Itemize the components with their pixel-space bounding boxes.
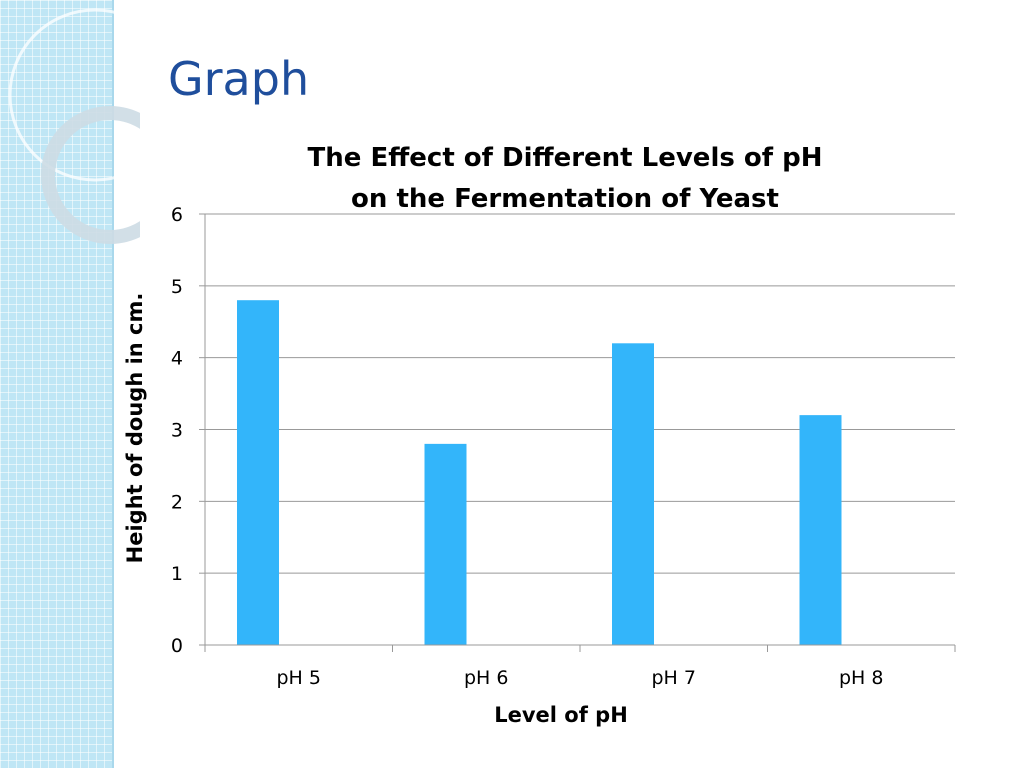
- x-tick-label: pH 5: [277, 667, 321, 689]
- y-tick-labels: 0 1 2 3 4 5 6: [171, 204, 183, 657]
- ring-large: [8, 8, 140, 182]
- y-tick-label: 4: [171, 348, 183, 370]
- bar-ph-8: [799, 415, 842, 645]
- chart-title-line-1: The Effect of Different Levels of pH: [307, 143, 823, 173]
- y-tick-label: 3: [171, 420, 183, 442]
- bar-ph-6: [424, 443, 467, 645]
- bar-ph-5: [237, 300, 279, 645]
- gridlines: [205, 213, 955, 574]
- y-tick-label: 2: [171, 491, 183, 513]
- bars: [237, 300, 842, 645]
- y-tick-label: 5: [171, 276, 183, 298]
- chart-title: The Effect of Different Levels of pH on …: [240, 138, 890, 220]
- y-axis-label: Height of dough in cm.: [123, 293, 147, 564]
- y-tick-label: 0: [171, 635, 183, 657]
- x-axis-label: Level of pH: [494, 703, 628, 727]
- axes: [199, 213, 956, 652]
- ring-small: [41, 106, 140, 244]
- y-tick-label: 1: [171, 563, 183, 585]
- chart-title-line-2: on the Fermentation of Yeast: [351, 184, 779, 214]
- side-decoration-strip: [0, 0, 114, 768]
- x-tick-label: pH 7: [652, 667, 696, 689]
- x-tick-label: pH 8: [839, 667, 883, 689]
- y-tick-label: 6: [171, 204, 183, 226]
- x-tick-labels: pH 5 pH 6 pH 7 pH 8: [277, 667, 884, 689]
- slide-title: Graph: [168, 52, 310, 106]
- x-tick-label: pH 6: [464, 667, 508, 689]
- decorative-rings: [8, 8, 140, 244]
- bar-ph-7: [612, 343, 654, 645]
